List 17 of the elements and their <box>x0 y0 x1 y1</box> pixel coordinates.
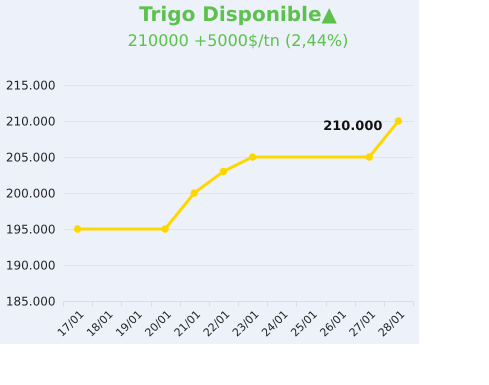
annotation: 210.000 <box>323 119 382 134</box>
y-tick-label: 185.000 <box>6 294 56 308</box>
point <box>74 225 82 233</box>
point <box>366 153 373 161</box>
chart-title: Trigo Disponible▲ <box>139 2 338 26</box>
point <box>394 117 402 125</box>
y-tick-label: 215.000 <box>6 78 56 92</box>
chart-subtitle: 210000 +5000$/tn (2,44%) <box>128 31 348 50</box>
point <box>161 225 169 233</box>
y-tick-label: 195.000 <box>6 222 56 236</box>
point <box>190 189 198 197</box>
point <box>248 153 256 161</box>
y-tick-label: 205.000 <box>6 150 56 164</box>
y-tick-label: 190.000 <box>6 258 56 272</box>
y-tick-label: 210.000 <box>6 114 56 128</box>
point <box>220 168 228 176</box>
y-tick-label: 200.000 <box>6 186 56 200</box>
